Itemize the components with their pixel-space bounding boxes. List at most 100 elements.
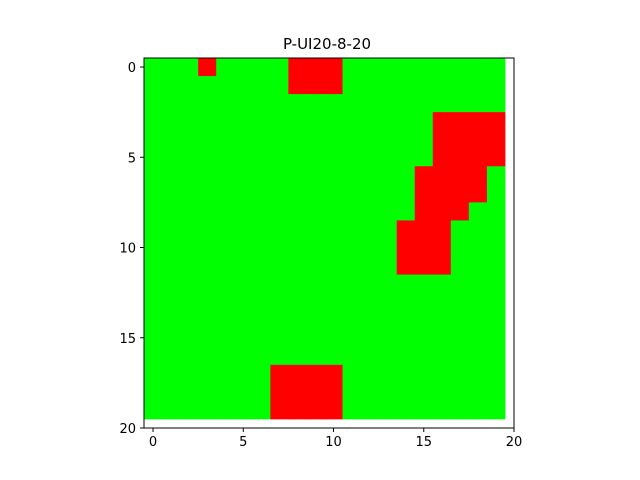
free-cell (378, 310, 398, 330)
free-cell (216, 328, 235, 348)
x-tick-label: 15 (415, 435, 432, 450)
free-cell (198, 256, 217, 275)
free-cell (216, 58, 235, 77)
free-cell (450, 58, 470, 77)
free-cell (342, 328, 361, 348)
free-cell (180, 148, 199, 167)
blocked-cell (468, 166, 488, 185)
free-cell (378, 346, 398, 366)
free-cell (180, 238, 199, 257)
free-cell (216, 166, 235, 185)
blocked-cell (288, 76, 307, 95)
free-cell (252, 202, 271, 221)
free-cell (396, 148, 416, 167)
free-cell (306, 94, 325, 113)
free-cell (234, 76, 253, 95)
free-cell (360, 148, 380, 167)
free-cell (180, 346, 199, 366)
free-cell (486, 292, 506, 312)
blocked-cell (414, 256, 434, 275)
free-cell (450, 220, 470, 239)
free-cell (306, 274, 325, 294)
free-cell (216, 346, 235, 366)
y-tick-label: 15 (119, 332, 136, 347)
free-cell (342, 292, 361, 312)
free-cell (252, 382, 271, 402)
free-cell (270, 202, 289, 221)
free-cell (180, 328, 199, 348)
free-cell (486, 184, 506, 203)
free-cell (378, 112, 398, 131)
free-cell (360, 346, 380, 366)
free-cell (324, 112, 343, 131)
free-cell (342, 130, 361, 149)
free-cell (180, 130, 199, 149)
free-cell (342, 220, 361, 239)
free-cell (468, 382, 488, 402)
free-cell (378, 256, 398, 275)
free-cell (324, 130, 343, 149)
free-cell (180, 58, 199, 77)
free-cell (342, 76, 361, 95)
free-cell (468, 94, 488, 113)
free-cell (486, 238, 506, 257)
free-cell (306, 220, 325, 239)
free-cell (252, 256, 271, 275)
free-cell (270, 184, 289, 203)
free-cell (342, 94, 361, 113)
free-cell (486, 328, 506, 348)
blocked-cell (306, 400, 325, 420)
free-cell (396, 292, 416, 312)
free-cell (360, 184, 380, 203)
free-cell (432, 400, 452, 420)
free-cell (468, 238, 488, 257)
free-cell (270, 148, 289, 167)
free-cell (216, 382, 235, 402)
free-cell (432, 292, 452, 312)
free-cell (252, 364, 271, 384)
free-cell (252, 148, 271, 167)
free-cell (468, 400, 488, 420)
free-cell (396, 112, 416, 131)
free-cell (162, 292, 181, 312)
free-cell (360, 220, 380, 239)
free-cell (234, 184, 253, 203)
free-cell (486, 166, 506, 185)
free-cell (468, 292, 488, 312)
free-cell (288, 328, 307, 348)
free-cell (252, 346, 271, 366)
free-cell (234, 220, 253, 239)
free-cell (414, 148, 434, 167)
blocked-cell (468, 148, 488, 167)
free-cell (450, 94, 470, 113)
free-cell (432, 76, 452, 95)
free-cell (378, 364, 398, 384)
free-cell (396, 94, 416, 113)
free-cell (486, 274, 506, 294)
free-cell (162, 76, 181, 95)
free-cell (324, 220, 343, 239)
free-cell (432, 346, 452, 366)
blocked-cell (450, 202, 470, 221)
free-cell (378, 274, 398, 294)
free-cell (378, 382, 398, 402)
free-cell (414, 382, 434, 402)
free-cell (306, 346, 325, 366)
free-cell (216, 76, 235, 95)
blocked-cell (450, 148, 470, 167)
free-cell (180, 166, 199, 185)
free-cell (144, 76, 163, 95)
free-cell (234, 166, 253, 185)
free-cell (198, 130, 217, 149)
free-cell (378, 202, 398, 221)
free-cell (342, 238, 361, 257)
blocked-cell (414, 220, 434, 239)
free-cell (216, 94, 235, 113)
blocked-cell (486, 148, 506, 167)
free-cell (162, 148, 181, 167)
blocked-cell (198, 58, 217, 77)
free-cell (486, 382, 506, 402)
free-cell (144, 292, 163, 312)
free-cell (360, 328, 380, 348)
